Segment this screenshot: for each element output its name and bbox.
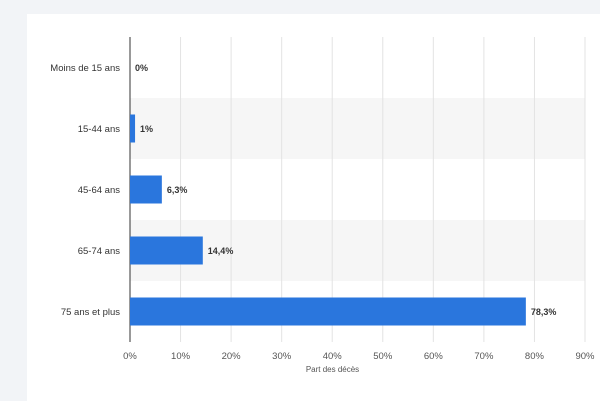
- value-label: 0%: [135, 63, 148, 73]
- x-axis-title: Part des décès: [306, 365, 359, 374]
- bar: [130, 297, 526, 326]
- category-labels: Moins de 15 ans 15-44 ans 45-64 ans 65-74 a…: [50, 63, 120, 318]
- x-tick-label: 70%: [474, 351, 494, 362]
- value-labels: 0% 1% 6,3% 14,4% 78,3%: [135, 63, 556, 317]
- bar: [130, 114, 136, 143]
- category-label: Moins de 15 ans: [50, 63, 120, 74]
- x-tick-label: 30%: [272, 351, 292, 362]
- x-tick-label: 90%: [575, 351, 595, 362]
- bar: [130, 175, 162, 204]
- chart-card: [27, 14, 600, 401]
- value-label: 1%: [140, 124, 153, 134]
- value-label: 78,3%: [531, 307, 557, 317]
- row-bands: [130, 98, 585, 281]
- x-tick-label: 0%: [123, 351, 137, 362]
- x-tick-label: 20%: [222, 351, 242, 362]
- x-tick-labels: 0% 10% 20% 30% 40% 50% 60% 70% 80% 90%: [123, 351, 595, 362]
- value-label: 14,4%: [208, 246, 234, 256]
- x-tick-label: 50%: [373, 351, 393, 362]
- category-label: 65-74 ans: [78, 246, 121, 257]
- bars: [130, 114, 526, 326]
- x-tick-label: 10%: [171, 351, 191, 362]
- category-label: 75 ans et plus: [61, 307, 120, 318]
- category-label: 15-44 ans: [78, 124, 121, 135]
- value-label: 6,3%: [167, 185, 188, 195]
- x-tick-label: 80%: [525, 351, 545, 362]
- bar: [130, 236, 203, 265]
- x-tick-label: 40%: [323, 351, 343, 362]
- x-tick-label: 60%: [424, 351, 444, 362]
- grid-lines: [129, 37, 586, 342]
- category-label: 45-64 ans: [78, 185, 121, 196]
- row-band: [130, 98, 585, 159]
- row-band: [130, 220, 585, 281]
